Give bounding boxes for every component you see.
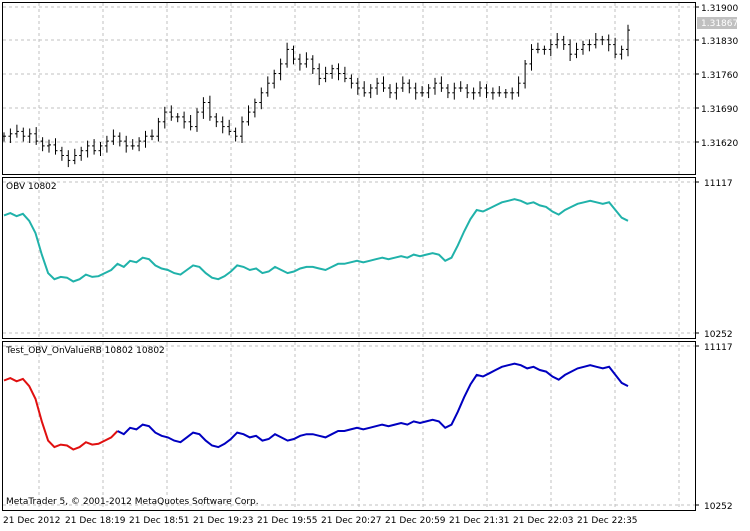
obv-rb-tick-label: 10252 [704,502,733,512]
price-bars [2,24,630,168]
obv-tick-label: 11117 [704,179,733,189]
x-axis: 21 Dec 2012 21 Dec 18:19 21 Dec 18:51 21… [3,516,638,526]
copyright-text: MetaTrader 5, © 2001-2012 MetaQuotes Sof… [6,497,259,507]
obv-pane [2,177,696,339]
obv-rb-falling-line [3,377,119,451]
obv-series [3,198,629,283]
obv-rb-series [3,362,629,451]
x-tick-label: 21 Dec 20:27 [321,516,382,526]
obv-rb-title: Test_OBV_OnValueRB 10802 10802 [5,346,165,356]
current-price-tag [697,17,737,29]
grid-layer [3,3,699,510]
x-tick-label: 21 Dec 2012 [3,516,61,526]
x-tick-label: 21 Dec 18:51 [129,516,190,526]
obv-tick-label: 10252 [704,330,733,340]
price-tick-label: 1.31830 [701,37,738,47]
price-tick-label: 1.31760 [701,71,738,81]
obv-rb-pane [2,341,696,511]
x-tick-label: 21 Dec 18:19 [65,516,126,526]
x-tick-label: 21 Dec 19:55 [257,516,318,526]
price-tick-label: 1.31690 [701,105,738,115]
price-tick-label: 1.31620 [701,139,738,149]
obv-rb-rising-line [117,362,629,449]
obv-title: OBV 10802 [6,182,57,192]
x-tick-label: 21 Dec 22:35 [577,516,638,526]
x-tick-label: 21 Dec 22:03 [513,516,574,526]
price-pane [2,2,696,175]
x-tick-label: 21 Dec 20:59 [385,516,446,526]
x-tick-label: 21 Dec 19:23 [193,516,254,526]
price-tick-label: 1.31900 [701,4,738,14]
obv-line [3,198,629,283]
x-tick-label: 21 Dec 21:31 [449,516,510,526]
current-price-label: 1.31867 [701,19,738,29]
obv-rb-tick-label: 11117 [704,343,733,353]
